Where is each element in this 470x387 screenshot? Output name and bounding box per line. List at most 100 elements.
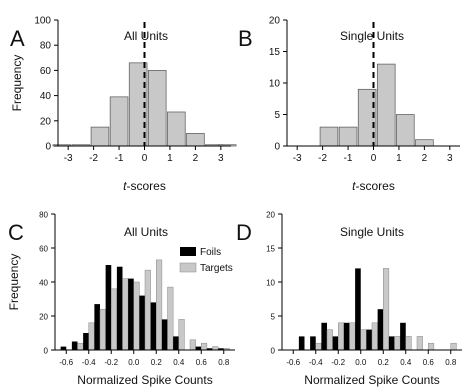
- histogram-bar: [376, 63, 396, 147]
- histogram-bar-targets: [394, 336, 401, 351]
- x-tick-label: -0.4: [82, 358, 96, 367]
- histogram-bar-foils: [105, 265, 112, 350]
- histogram-bar-targets: [99, 308, 106, 351]
- x-axis-title: t-scores: [123, 179, 166, 193]
- x-tick-label: 0: [142, 153, 148, 164]
- histogram-bar-targets: [111, 288, 118, 351]
- histogram-bar-targets: [338, 322, 345, 351]
- x-axis-title: Normalized Spike Counts: [304, 373, 439, 387]
- x-tick-label: -0.2: [104, 358, 118, 367]
- histogram-bar-foils: [310, 336, 316, 350]
- y-tick-label: 10: [269, 79, 281, 90]
- x-tick-label: 3: [447, 153, 453, 164]
- histogram-bar-targets: [212, 346, 219, 351]
- y-tick-label: 100: [34, 16, 51, 27]
- histogram-bar: [186, 133, 205, 147]
- histogram-bar-targets: [405, 336, 412, 351]
- histogram-bar-foils: [388, 336, 395, 350]
- panel-letter: B: [238, 26, 253, 51]
- histogram-bar-targets: [167, 286, 174, 351]
- x-tick-label: -2: [318, 153, 327, 164]
- histogram-bar-targets: [315, 342, 322, 351]
- x-tick-label: 1: [167, 153, 173, 164]
- y-tick-label: 5: [274, 110, 280, 121]
- x-tick-label: -0.6: [59, 358, 73, 367]
- x-tick-label: 0.2: [378, 358, 390, 367]
- panel-title: All Units: [124, 29, 168, 43]
- histogram-bar-foils: [332, 336, 339, 350]
- x-tick-label: -0.6: [286, 358, 300, 367]
- histogram-bar-foils: [150, 302, 157, 350]
- x-axis-title: t-scores: [352, 179, 395, 193]
- legend-swatch-targets: [179, 262, 197, 273]
- histogram-bar: [167, 111, 186, 147]
- histogram-bar-targets: [178, 319, 185, 351]
- histogram-bar-foils: [71, 341, 78, 350]
- histogram-bar-foils: [321, 322, 327, 350]
- panel-d: D Single Units 0 5 10 15 20 -0.6 -0.4 -0.2 0.0 0.2 0…: [236, 211, 462, 387]
- x-axis-title: Normalized Spike Counts: [77, 373, 212, 387]
- histogram-bar-targets: [133, 281, 140, 351]
- x-tick-label: -2: [89, 153, 98, 164]
- y-tick-label: 40: [40, 91, 52, 102]
- histogram-bar-targets: [201, 342, 208, 351]
- y-tick-label: 0: [45, 142, 51, 153]
- histogram-bar-foils: [83, 333, 89, 350]
- histogram-bar-foils: [139, 295, 145, 350]
- y-tick-label: 0: [271, 347, 276, 356]
- x-tick-label: 0.4: [400, 358, 412, 367]
- x-tick-label: 0.0: [128, 358, 140, 367]
- histogram-bar-targets: [349, 322, 356, 351]
- panel-title: Single Units: [340, 29, 404, 43]
- histogram-bar-foils: [173, 336, 179, 350]
- x-tick-label: -1: [344, 153, 353, 164]
- y-tick-label: 60: [40, 66, 52, 77]
- histogram-bar-foils: [298, 336, 305, 350]
- panel-b: B Single Units 0 5 10 15 20 -3 -2 -1 0 1 2 3 t-scores: [238, 16, 460, 193]
- x-tick-label: 0.0: [355, 358, 367, 367]
- x-tick-label: -3: [293, 153, 302, 164]
- x-tick-label: 0.2: [151, 358, 163, 367]
- y-tick-label: 80: [39, 211, 48, 220]
- y-tick-label: 20: [266, 211, 275, 220]
- histogram-bar-foils: [343, 322, 350, 350]
- histogram-bar: [415, 139, 434, 147]
- histogram-bar-foils: [355, 268, 361, 350]
- y-tick-label: 40: [39, 279, 48, 288]
- x-tick-label: 0.8: [445, 358, 457, 367]
- y-tick-label: 20: [39, 313, 48, 322]
- histogram-bar-targets: [371, 322, 378, 351]
- panel-letter: A: [10, 26, 25, 51]
- x-tick-label: 3: [218, 153, 224, 164]
- panel-title: All Units: [124, 225, 168, 239]
- histogram-bar-targets: [450, 342, 457, 351]
- histogram-bar-foils: [377, 309, 384, 350]
- histogram-bar-foils: [116, 266, 123, 350]
- x-tick-label: 2: [193, 153, 199, 164]
- histogram-bar-targets: [88, 322, 95, 351]
- histogram-bar-targets: [122, 278, 129, 351]
- histogram-bar: [147, 70, 167, 147]
- histogram-bar-targets: [326, 329, 333, 351]
- histogram-bar: [90, 126, 110, 147]
- histogram-bar-foils: [128, 278, 134, 350]
- y-tick-label: 10: [266, 279, 275, 288]
- histogram-bar-foils: [195, 346, 202, 350]
- y-tick-label: 15: [269, 47, 281, 58]
- histogram-bar: [396, 114, 415, 147]
- histogram-bar-foils: [366, 329, 372, 350]
- legend-swatch-foils: [180, 247, 196, 256]
- histogram-bar-foils: [400, 322, 406, 350]
- y-tick-label: 5: [271, 313, 276, 322]
- y-tick-label: 0: [44, 347, 49, 356]
- histogram-bar: [109, 96, 129, 147]
- x-tick-label: -0.2: [331, 358, 345, 367]
- legend-label: Targets: [200, 263, 233, 274]
- histogram-bar-targets: [77, 342, 84, 351]
- x-tick-label: 1: [396, 153, 402, 164]
- x-tick-label: -3: [64, 153, 73, 164]
- histogram-bar: [319, 126, 339, 147]
- histogram-bar-foils: [161, 319, 168, 350]
- x-tick-label: 0.8: [218, 358, 230, 367]
